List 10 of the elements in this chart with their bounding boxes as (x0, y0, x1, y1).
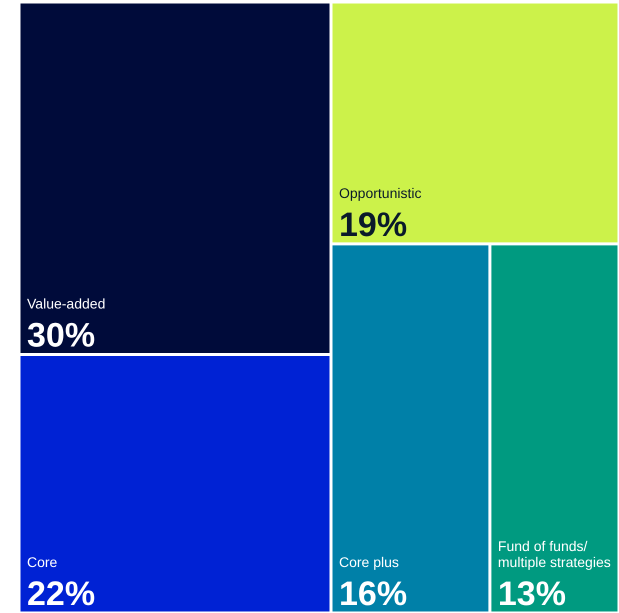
category-label: Value-added (27, 296, 106, 312)
data-label: 13% (498, 575, 566, 613)
category-label: Core plus (339, 554, 399, 570)
data-label: 22% (27, 575, 96, 613)
category-label: Fund of funds/ multiple strategies (498, 538, 611, 570)
category-label: Opportunistic (339, 184, 422, 201)
data-label: 16% (339, 575, 408, 613)
category-label: Core (27, 554, 58, 570)
data-label: 19% (339, 206, 408, 244)
data-label: 30% (27, 316, 96, 354)
